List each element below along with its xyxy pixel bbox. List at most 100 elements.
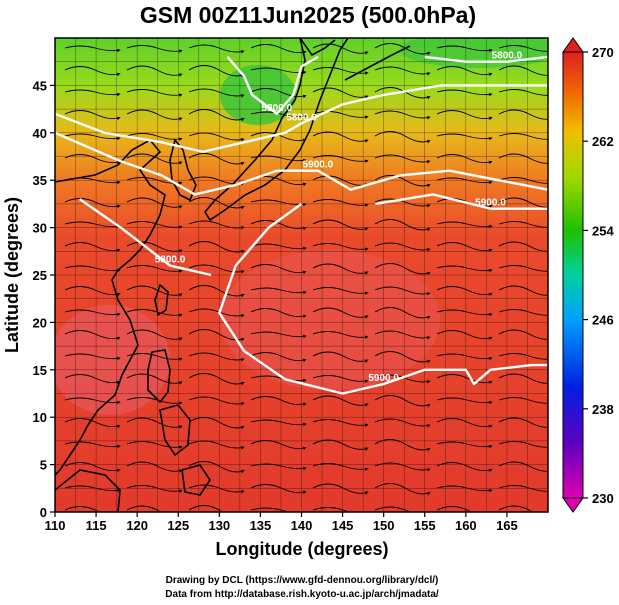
streamline (250, 111, 307, 119)
streamline (250, 44, 307, 55)
streamline (312, 263, 369, 275)
streamline (436, 221, 493, 229)
streamline (374, 395, 431, 408)
y-tick-label: 10 (33, 410, 47, 425)
contour-line (226, 55, 319, 116)
y-tick-label: 40 (33, 126, 47, 141)
colorbar-tick-label: 254 (592, 223, 614, 238)
y-tick-label: 35 (33, 173, 47, 188)
streamline (312, 219, 369, 231)
y-tick-label: 20 (33, 315, 47, 330)
streamline (188, 505, 224, 512)
colorbar: 270 262 254 246 238 230 (562, 37, 614, 513)
streamline (250, 375, 307, 383)
streamline (126, 461, 183, 473)
colorbar-bottom-triangle (562, 497, 584, 513)
streamline (250, 352, 307, 363)
streamline (250, 419, 307, 427)
streamline (374, 219, 431, 232)
coast-borneo (55, 469, 121, 512)
streamline (250, 308, 307, 319)
streamline (312, 111, 369, 119)
streamline (250, 155, 307, 163)
streamline (312, 199, 369, 207)
x-tick-label: 145 (332, 518, 354, 533)
contour-label: 5900.0 (368, 373, 399, 384)
streamline (312, 131, 369, 143)
streamline (126, 441, 183, 449)
x-tick-label: 165 (496, 518, 518, 533)
streamline (188, 396, 245, 406)
streamline (64, 133, 121, 141)
streamline (374, 198, 431, 208)
streamline (64, 506, 102, 512)
contour-label: 5800.0 (155, 255, 186, 266)
streamline (250, 507, 307, 512)
coast-philippines-south (159, 404, 191, 457)
streamline (64, 485, 121, 493)
streamline (64, 418, 121, 429)
x-tick-label: 110 (45, 518, 66, 533)
streamline (374, 131, 431, 144)
streamline (436, 133, 493, 141)
coast-taiwan (154, 283, 169, 317)
y-tick-label: 25 (33, 268, 47, 283)
streamline (188, 484, 245, 494)
streamline (64, 45, 121, 53)
credit-drawing: Drawing by DCL (https://www.gfd-dennou.o… (166, 575, 439, 586)
contour-label: 5900.0 (475, 198, 506, 209)
streamline (374, 110, 431, 120)
streamline (374, 418, 431, 428)
streamline (374, 154, 431, 164)
streamline (436, 418, 493, 429)
streamline (188, 44, 245, 54)
coast-korea (169, 138, 197, 202)
streamline (188, 241, 245, 254)
streamline (250, 463, 307, 471)
coast-japan (204, 38, 349, 222)
streamline (436, 485, 493, 493)
streamline (188, 285, 245, 298)
streamline (374, 307, 431, 320)
streamline (126, 153, 183, 165)
x-tick-label: 160 (455, 518, 477, 533)
streamline (64, 221, 121, 229)
streamline (312, 483, 369, 495)
coast-luzon (147, 349, 171, 404)
streamline (436, 242, 493, 253)
streamline (436, 45, 493, 53)
streamline (436, 330, 493, 341)
streamline (188, 461, 245, 474)
streamline (374, 351, 431, 364)
coast-hokkaido (299, 38, 336, 57)
streamline (250, 440, 307, 451)
streamline (126, 197, 183, 209)
streamline (126, 485, 183, 493)
streamline (64, 198, 121, 209)
colorbar-tick-label: 270 (592, 45, 614, 60)
contour-line (78, 198, 212, 277)
streamline (250, 331, 307, 339)
streamline (436, 441, 493, 449)
streamline (312, 307, 369, 319)
x-axis-label: Longitude (degrees) (215, 539, 388, 559)
contour-label: 5800.0 (286, 112, 317, 123)
streamline (188, 132, 245, 142)
streamline (436, 462, 493, 473)
streamline (64, 309, 121, 317)
y-tick-label: 5 (40, 458, 47, 473)
grid (55, 38, 548, 512)
streamline (436, 110, 493, 121)
streamline (374, 66, 431, 76)
streamline (188, 65, 245, 78)
chart-title: GSM 00Z11Jun2025 (500.0hPa) (140, 2, 476, 28)
streamline (188, 264, 245, 274)
streamline (436, 66, 493, 77)
streamline (436, 506, 474, 512)
streamline (374, 483, 431, 496)
streamline (312, 43, 369, 55)
streamline (250, 243, 307, 251)
streamline (188, 373, 245, 386)
streamline (126, 505, 163, 512)
